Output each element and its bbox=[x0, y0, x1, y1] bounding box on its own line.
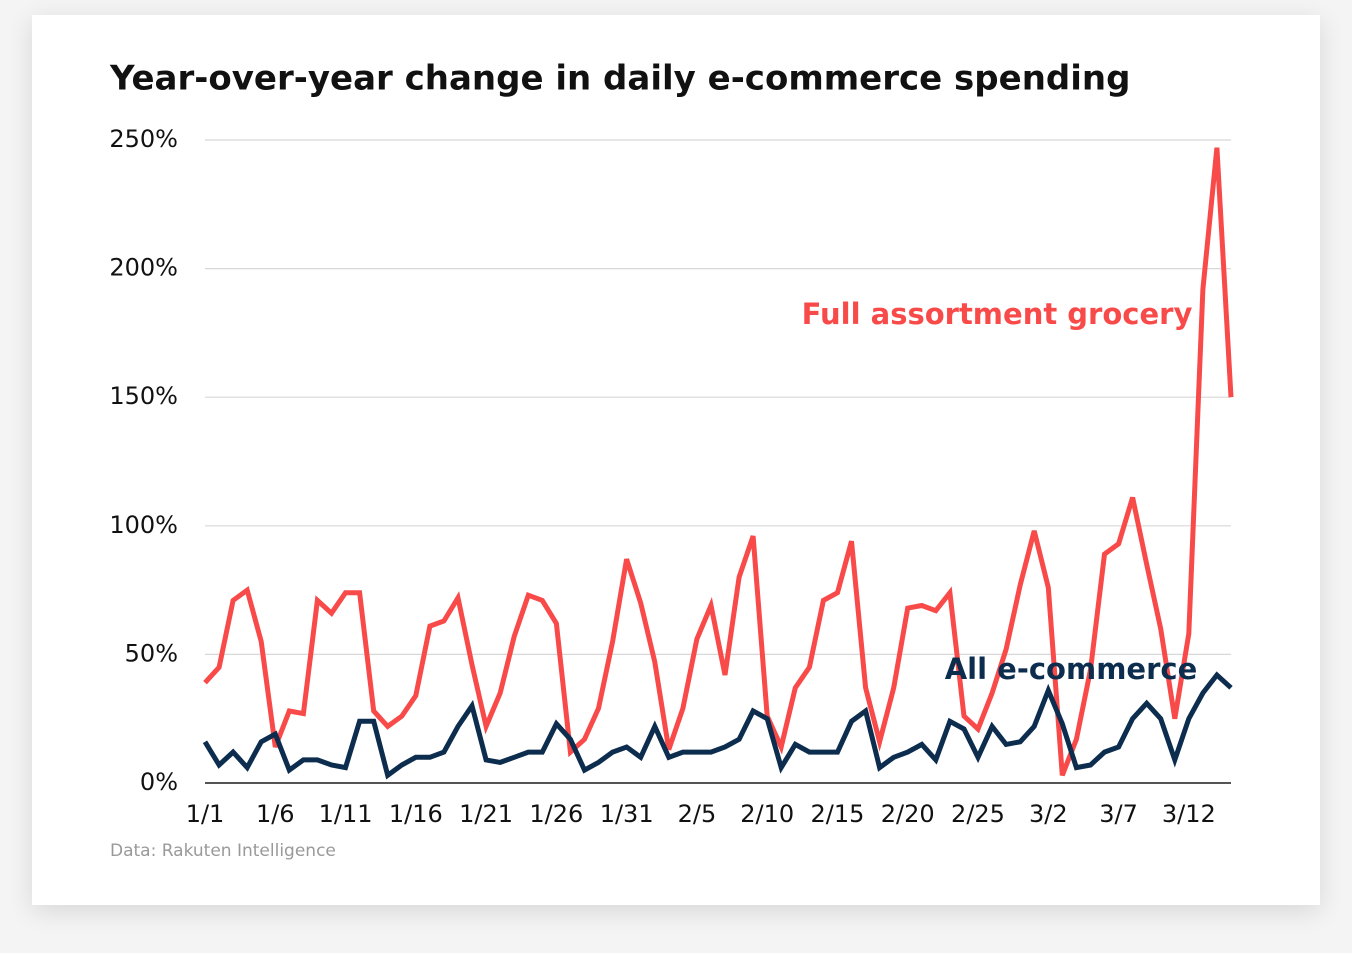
x-tick-label: 2/25 bbox=[951, 800, 1005, 828]
x-tick-label: 1/1 bbox=[186, 800, 225, 828]
y-tick-label: 100% bbox=[109, 511, 178, 539]
y-tick-label: 50% bbox=[125, 639, 178, 667]
x-tick-label: 2/5 bbox=[678, 800, 717, 828]
x-tick-label: 1/21 bbox=[459, 800, 513, 828]
x-tick-label: 3/2 bbox=[1029, 800, 1068, 828]
x-tick-label: 3/7 bbox=[1099, 800, 1138, 828]
x-tick-label: 1/26 bbox=[529, 800, 583, 828]
chart-title: Year-over-year change in daily e-commerc… bbox=[109, 59, 1130, 99]
y-tick-label: 200% bbox=[109, 254, 178, 282]
y-tick-label: 150% bbox=[109, 382, 178, 410]
x-tick-label: 2/15 bbox=[811, 800, 865, 828]
x-tick-label: 1/16 bbox=[389, 800, 443, 828]
x-tick-label: 3/12 bbox=[1162, 800, 1216, 828]
x-tick-label: 1/31 bbox=[600, 800, 654, 828]
source: Data: Rakuten Intelligence bbox=[110, 841, 336, 861]
y-tick-label: 0% bbox=[140, 768, 178, 796]
x-tick-label: 2/10 bbox=[740, 800, 794, 828]
series-label: Full assortment grocery bbox=[802, 297, 1193, 331]
series-label: All e-commerce bbox=[945, 652, 1198, 686]
series-line bbox=[203, 147, 1234, 777]
x-tick-label: 2/20 bbox=[881, 800, 935, 828]
y-tick-label: 250% bbox=[109, 125, 178, 153]
x-tick-label: 1/6 bbox=[256, 800, 295, 828]
x-tick-label: 1/11 bbox=[319, 800, 373, 828]
series-line bbox=[202, 671, 1233, 780]
